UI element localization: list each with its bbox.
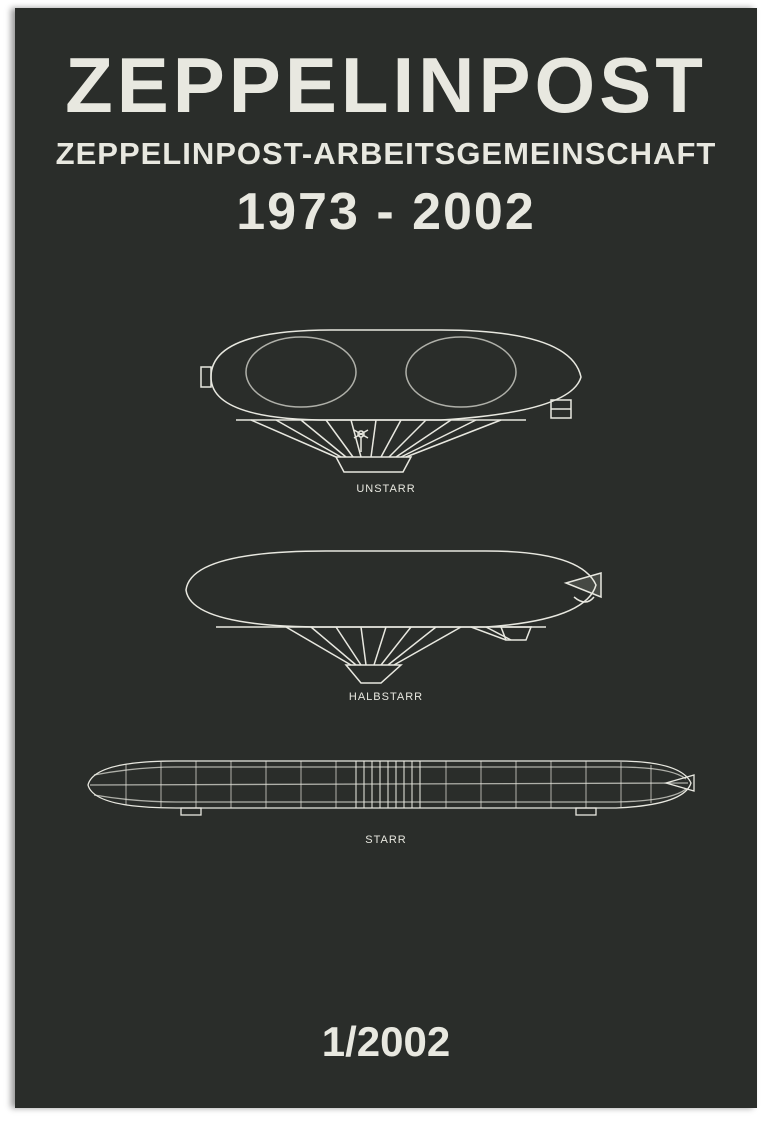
subtitle: ZEPPELINPOST-ARBEITSGEMEINSCHAFT	[15, 136, 757, 172]
label-halbstarr: HALBSTARR	[349, 691, 423, 703]
cover-page: ZEPPELINPOST ZEPPELINPOST-ARBEITSGEMEINS…	[15, 8, 757, 1108]
label-unstarr: UNSTARR	[356, 483, 415, 495]
header-block: ZEPPELINPOST ZEPPELINPOST-ARBEITSGEMEINS…	[15, 8, 757, 242]
main-title: ZEPPELINPOST	[15, 46, 757, 124]
unstarr-svg	[181, 322, 591, 477]
diagram-starr: STARR	[76, 753, 696, 846]
label-starr: STARR	[365, 834, 406, 846]
issue-number: 1/2002	[15, 1018, 757, 1066]
starr-svg	[76, 753, 696, 828]
airship-diagrams: UNSTARR	[15, 322, 757, 846]
diagram-unstarr: UNSTARR	[181, 322, 591, 495]
halbstarr-svg	[166, 545, 606, 685]
diagram-halbstarr: HALBSTARR	[166, 545, 606, 703]
years-range: 1973 - 2002	[15, 182, 757, 242]
